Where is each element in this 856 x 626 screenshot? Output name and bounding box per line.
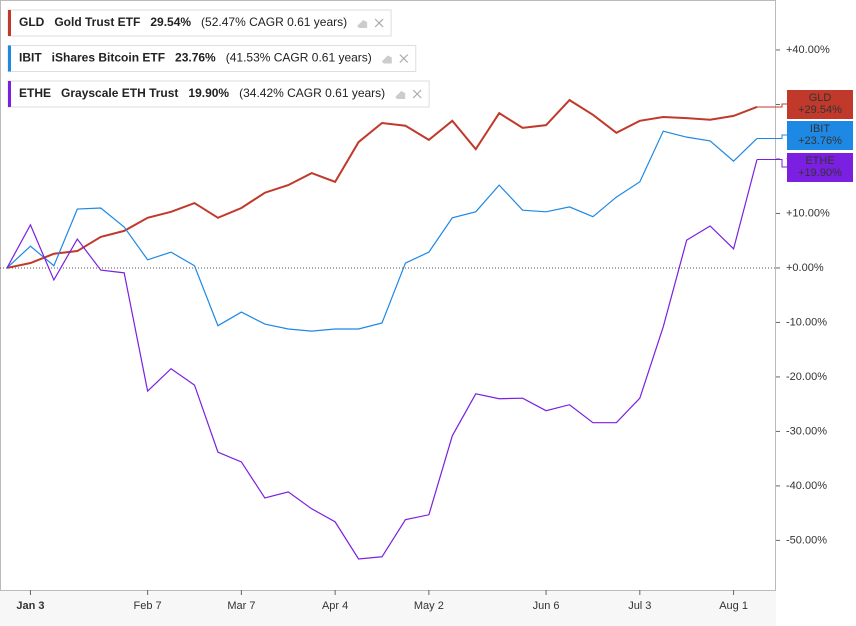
end-label-box	[787, 153, 853, 182]
x-tick-label: Apr 4	[322, 600, 348, 612]
end-label-value: +19.90%	[798, 167, 842, 179]
legend-change: 23.76%	[175, 51, 216, 65]
legend-change: 29.54%	[150, 15, 191, 29]
legend-cagr: (34.42% CAGR 0.61 years)	[239, 86, 385, 100]
legend-swatch	[8, 10, 11, 36]
y-tick-label: -40.00%	[786, 480, 827, 492]
x-tick-label: Mar 7	[227, 600, 255, 612]
plot-border	[0, 0, 776, 591]
end-label-ticker: GLD	[809, 92, 832, 104]
y-tick-label: +10.00%	[786, 207, 830, 219]
legend-cagr: (41.53% CAGR 0.61 years)	[226, 51, 372, 65]
end-connector	[757, 103, 787, 108]
y-tick-label: +0.00%	[786, 262, 824, 274]
legend-name: Gold Trust ETF	[54, 15, 140, 29]
legend-item: IBIT iShares Bitcoin ETF 23.76% (41.53% CAG…	[7, 45, 417, 72]
x-tick-label: Jul 3	[628, 600, 651, 612]
legend-swatch	[8, 81, 11, 107]
y-tick-label: -10.00%	[786, 316, 827, 328]
end-connector	[757, 158, 787, 168]
legend-item: ETHE Grayscale ETH Trust 19.90% (34.42% CAG…	[7, 80, 430, 108]
end-label-ticker: ETHE	[805, 155, 834, 167]
x-axis-band	[0, 591, 776, 626]
legend-ticker: GLD	[19, 15, 45, 29]
legend-ticker: IBIT	[19, 51, 42, 65]
x-tick-label: May 2	[414, 600, 444, 612]
end-label-box	[787, 90, 853, 119]
y-tick-label: -50.00%	[786, 534, 827, 546]
legend-cagr: (52.47% CAGR 0.61 years)	[201, 15, 347, 29]
legend-swatch	[8, 45, 11, 72]
legend-box	[7, 80, 430, 108]
series-line	[6, 98, 758, 269]
legend-close[interactable]	[399, 54, 409, 63]
end-label-value: +29.54%	[798, 104, 842, 116]
series-line	[6, 130, 758, 332]
legend-name: Grayscale ETH Trust	[61, 86, 178, 100]
legend-item: GLD Gold Trust ETF 29.54% (52.47% CAGR 0.61…	[7, 9, 392, 37]
end-connector	[757, 134, 787, 139]
x-tick-label: Aug 1	[719, 600, 748, 612]
y-tick-label: -20.00%	[786, 371, 827, 383]
x-tick-label: Feb 7	[134, 600, 162, 612]
end-label-box	[787, 121, 853, 150]
legend-box	[7, 9, 392, 37]
legend-box	[7, 45, 417, 72]
x-tick-label: Jun 6	[533, 600, 560, 612]
series-line	[6, 159, 758, 560]
legend-icon	[381, 55, 392, 64]
end-label-value: +23.76%	[798, 135, 842, 147]
y-tick-label: -30.00%	[786, 425, 827, 437]
legend-close[interactable]	[374, 18, 384, 28]
legend-icon	[357, 20, 368, 28]
x-tick-label: Jan 3	[16, 600, 44, 612]
legend-ticker: ETHE	[19, 86, 51, 100]
end-label-ticker: IBIT	[810, 123, 830, 135]
legend-icon	[395, 91, 406, 99]
legend-name: iShares Bitcoin ETF	[52, 51, 165, 65]
legend-change: 19.90%	[188, 86, 229, 100]
y-tick-label: +40.00%	[786, 44, 830, 56]
legend-close[interactable]	[412, 89, 422, 99]
